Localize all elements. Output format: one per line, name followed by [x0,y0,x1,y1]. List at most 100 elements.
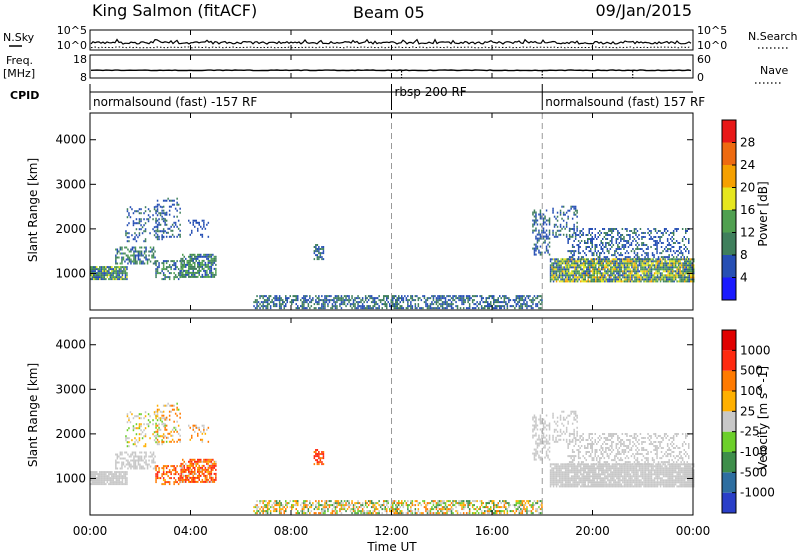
power-cell [604,270,606,273]
power-cell [90,274,92,277]
velocity-cell [443,500,445,503]
velocity-cell [161,443,163,446]
velocity-cell [207,466,210,469]
velocity-cell [269,512,272,515]
power-cell [538,301,540,304]
velocity-cell [318,455,320,458]
velocity-cell [106,477,109,480]
power-cell [435,307,438,310]
power-cell [659,260,662,263]
velocity-cell [443,506,445,509]
velocity-cell [437,506,439,509]
velocity-cell [105,471,107,474]
power-cell [431,301,433,304]
power-cell [324,305,326,308]
power-cell [677,266,680,269]
power-cell [654,240,657,242]
power-cell [593,254,595,257]
power-cell [167,197,169,200]
velocity-cell [349,508,352,511]
velocity-cell [254,506,257,509]
velocity-cell [210,480,213,483]
power-cell [635,278,638,281]
power-cell [635,228,637,230]
velocity-cell [112,483,115,486]
power-cell [396,297,398,300]
power-cell [128,222,130,225]
power-cell [387,295,389,298]
power-cell [487,303,489,306]
velocity-cell [121,467,123,470]
power-cell [611,238,613,240]
velocity-cell [532,504,534,507]
velocity-cell [111,479,113,482]
power-cell [641,238,643,240]
velocity-cell [207,464,210,467]
velocity-cell [183,464,185,467]
power-cell [144,206,147,209]
power-cell [339,305,341,308]
power-cell [334,297,337,300]
power-cell [254,307,257,310]
power-cell [120,270,122,273]
power-cell [168,278,171,281]
power-cell [611,272,614,275]
power-cell [599,264,601,267]
power-cell [180,265,182,268]
velocity-cell [319,504,322,507]
velocity-cell [521,512,524,515]
velocity-cell [508,504,510,507]
power-cell [533,209,536,212]
power-cell [203,263,205,266]
power-cell [452,303,454,306]
velocity-cell [517,508,519,511]
power-cell [572,278,574,281]
power-cell [573,250,575,253]
power-cell [212,261,214,264]
power-cell [551,264,553,267]
power-cell [364,299,367,302]
velocity-cell [192,462,194,465]
power-cell [343,295,346,298]
velocity-cell [176,440,178,443]
power-cell [532,299,534,302]
power-cell [603,232,606,234]
power-cell [127,262,129,265]
power-cell [97,278,99,281]
power-cell [679,258,681,261]
power-cell [584,278,586,281]
power-cell [635,264,638,267]
velocity-cell [529,500,531,503]
velocity-cell [502,500,504,503]
velocity-cell [416,500,418,503]
power-cell [198,253,200,256]
power-cell [114,276,116,279]
velocity-cell [179,440,181,443]
power-cell [590,280,592,283]
power-cell [653,272,656,275]
velocity-cell [414,510,417,513]
power-cell [567,260,570,263]
velocity-cell [348,506,350,509]
power-cell [629,272,632,275]
power-cell [647,246,649,248]
velocity-cell [124,479,127,482]
power-cell [161,278,163,281]
power-cell [334,303,337,306]
power-cell [668,264,671,267]
velocity-cell [153,413,156,416]
velocity-cell [207,472,210,475]
velocity-cell [203,430,205,433]
velocity-cell [523,504,525,507]
velocity-cell [195,464,197,467]
power-cell [126,224,129,227]
power-cell [375,307,377,310]
velocity-cell [140,423,142,426]
power-cell [621,244,624,246]
power-cell [620,260,623,263]
velocity-cell [114,473,116,476]
velocity-cell [206,478,208,481]
power-cell [96,272,98,275]
power-cell [607,258,609,261]
power-cell [414,299,417,302]
